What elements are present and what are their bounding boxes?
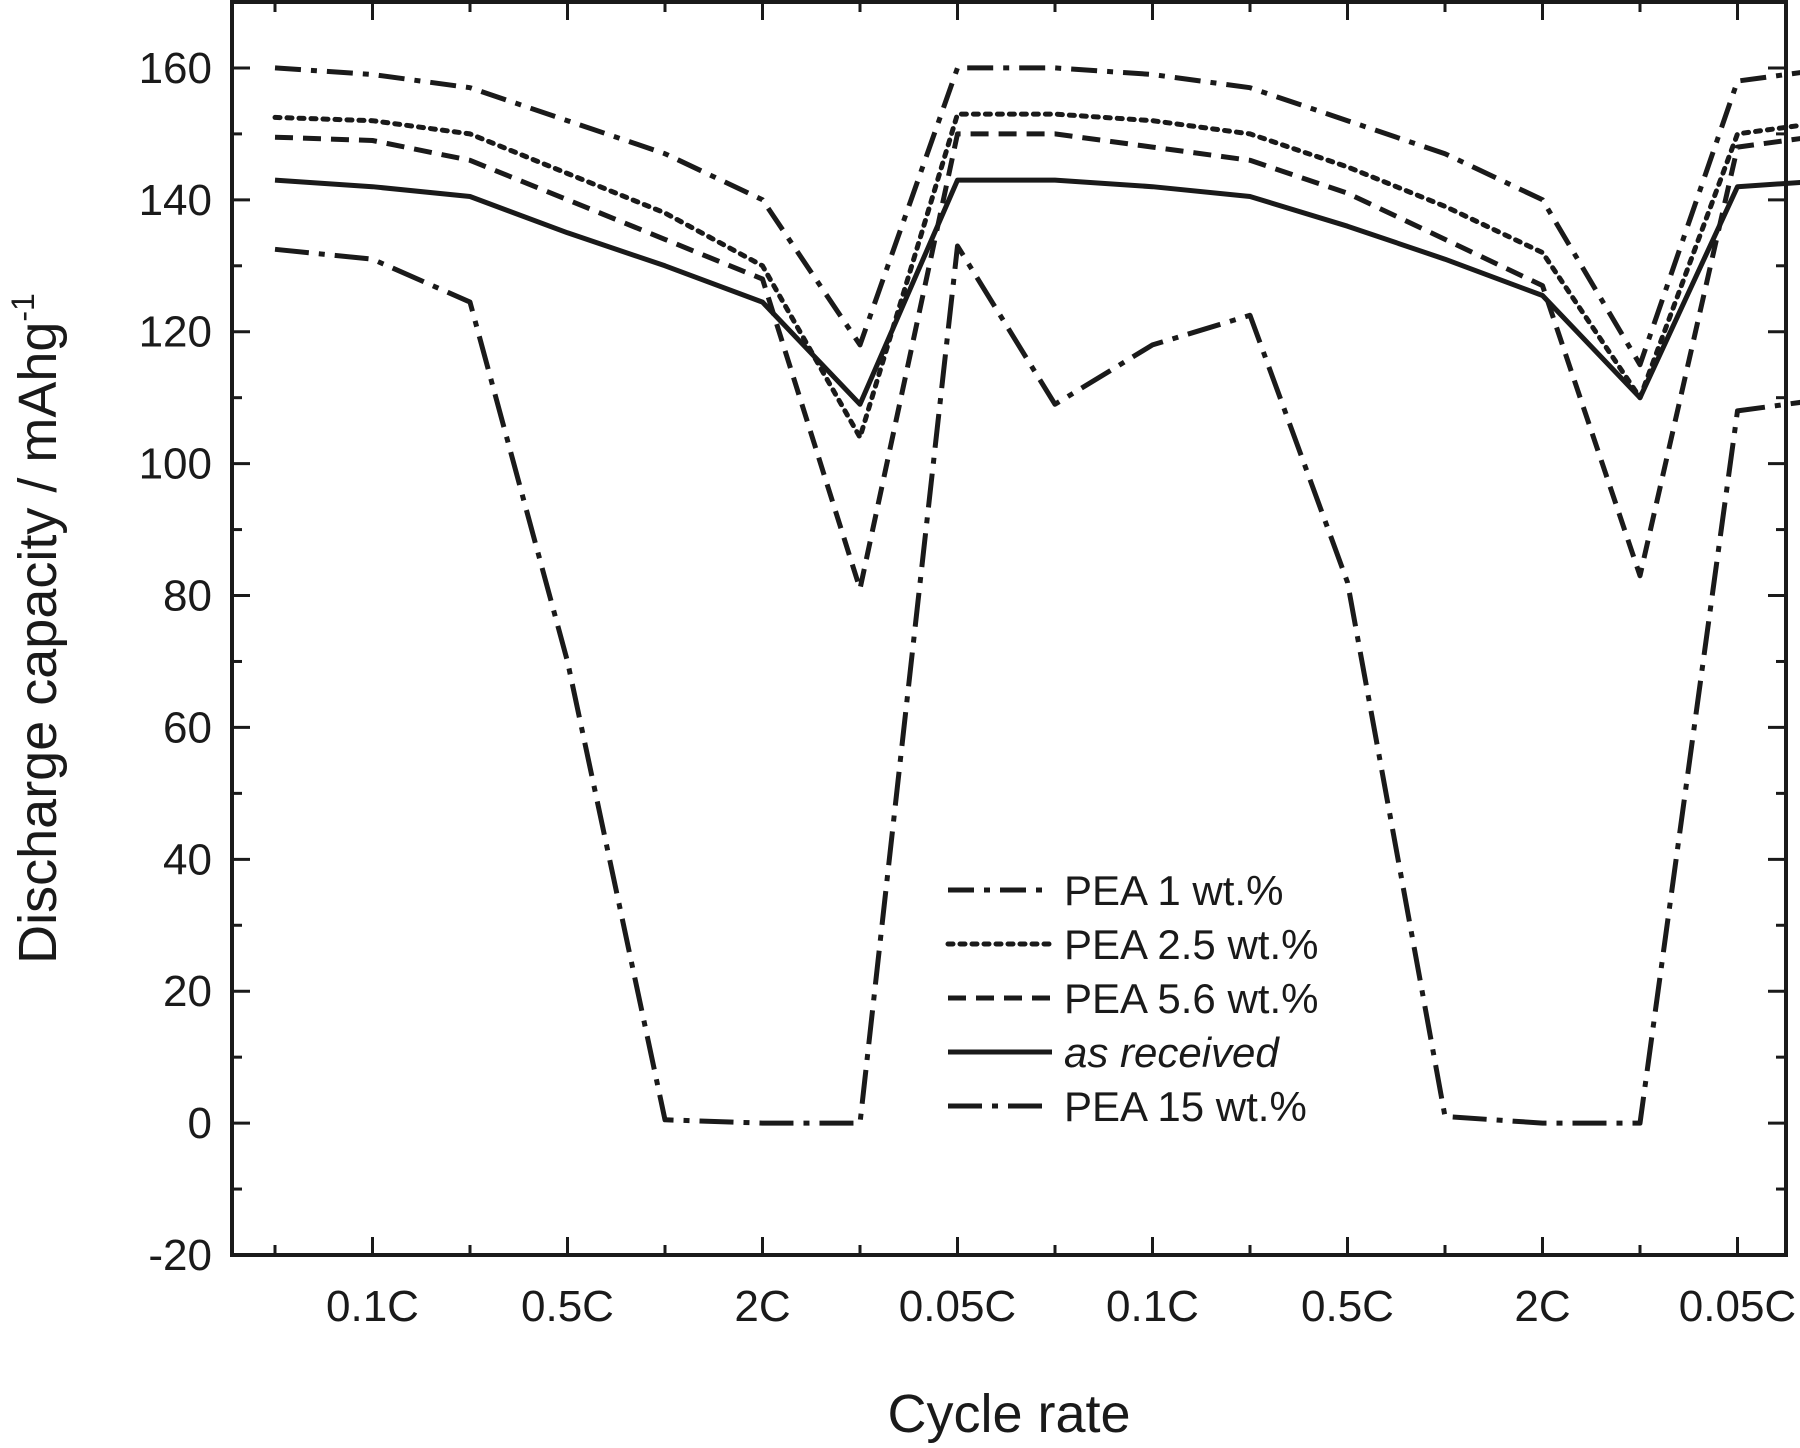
y-axis-title-main: Discharge capacity / mAhg xyxy=(8,322,68,964)
x-tick-label: 0.1C xyxy=(1106,1282,1199,1331)
plot-frame xyxy=(230,0,1788,1257)
y-tick-label: 140 xyxy=(139,176,212,225)
series-line xyxy=(274,65,1800,368)
series-lines xyxy=(272,65,1800,1126)
y-tick-label: 100 xyxy=(139,440,212,489)
y-axis-title-superscript: -1 xyxy=(5,293,41,321)
x-tick-label: 0.05C xyxy=(899,1282,1016,1331)
y-axis-title: Discharge capacity / mAhg-1 xyxy=(5,293,68,964)
y-tick-label: -20 xyxy=(148,1231,212,1280)
series-line xyxy=(274,243,1800,1126)
series-line xyxy=(272,111,1800,440)
x-tick-label: 2C xyxy=(734,1282,790,1331)
legend-label: PEA 1 wt.% xyxy=(1064,867,1283,914)
y-tick-label: 80 xyxy=(163,572,212,621)
y-tick-label: 160 xyxy=(139,44,212,93)
y-tick-label: 60 xyxy=(163,703,212,752)
y-tick-label: 20 xyxy=(163,967,212,1016)
y-tick-label: 0 xyxy=(188,1099,212,1148)
x-tick-label: 0.5C xyxy=(521,1282,614,1331)
legend-label: PEA 2.5 wt.% xyxy=(1064,921,1318,968)
x-tick-label: 0.05C xyxy=(1679,1282,1796,1331)
axes: -20 0 20 40 60 80 100 120 140 160 0.1C 0.5C 2C 0.05C… xyxy=(139,0,1796,1331)
legend: PEA 1 wt.% PEA 2.5 wt.% PEA 5.6 wt.% as rec… xyxy=(945,867,1318,1130)
y-tick-label: 120 xyxy=(139,308,212,357)
y-tick-label: 40 xyxy=(163,835,212,884)
x-tick-label: 0.1C xyxy=(326,1282,419,1331)
x-tick-label: 0.5C xyxy=(1301,1282,1394,1331)
x-axis-title: Cycle rate xyxy=(887,1384,1130,1444)
legend-label: PEA 15 wt.% xyxy=(1064,1083,1307,1130)
legend-label: PEA 5.6 wt.% xyxy=(1064,975,1318,1022)
series-line xyxy=(274,131,1800,592)
y-axis-ticks: -20 0 20 40 60 80 100 120 140 160 xyxy=(139,0,1786,1280)
x-tick-label: 2C xyxy=(1514,1282,1570,1331)
series-line xyxy=(274,177,1800,407)
x-axis-ticks: 0.1C 0.5C 2C 0.05C 0.1C 0.5C 2C 0.05C xyxy=(273,2,1796,1331)
legend-label: as received xyxy=(1064,1029,1280,1076)
